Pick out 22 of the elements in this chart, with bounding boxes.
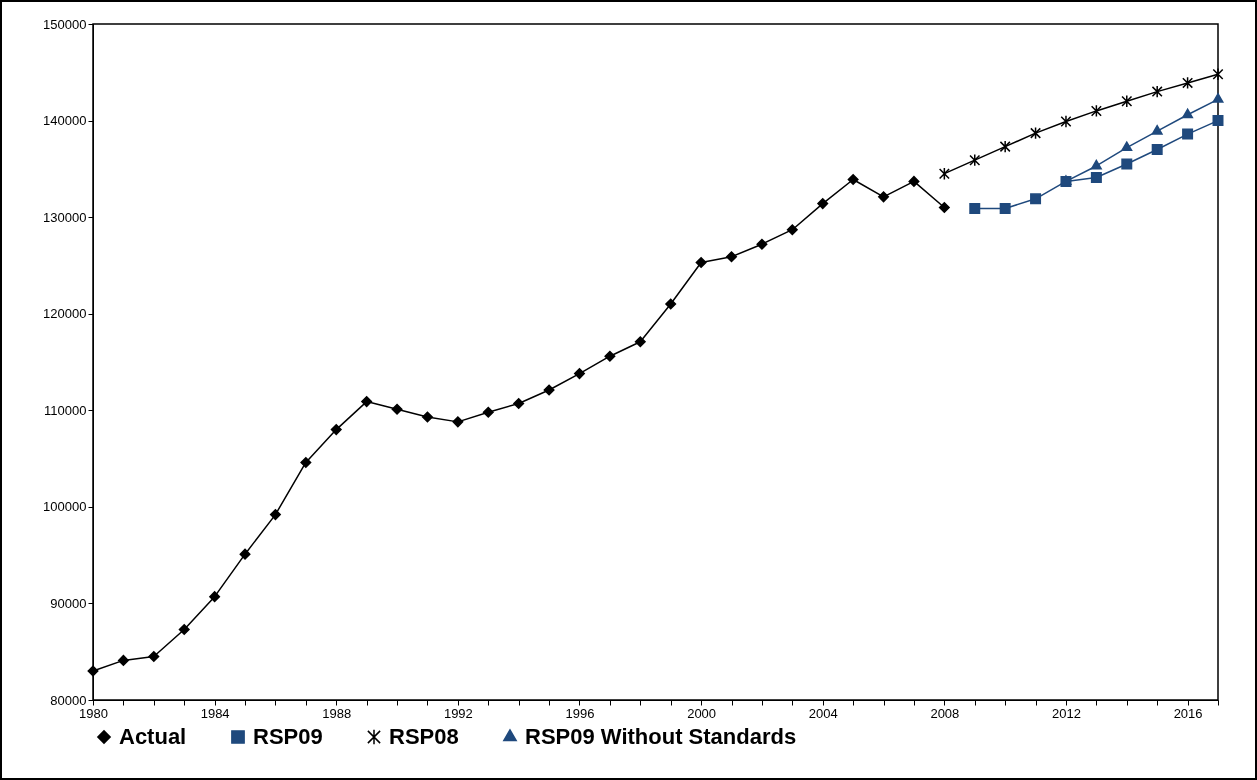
- y-tick-label: 110000: [44, 402, 87, 418]
- legend-label: RSP09: [253, 724, 323, 749]
- legend-label: RSP09 Without Standards: [525, 724, 797, 749]
- x-tick-label: 1992: [443, 705, 473, 721]
- x-tick-label: 2008: [930, 705, 960, 721]
- y-tick-label: 90000: [50, 595, 87, 611]
- y-tick-label: 150000: [43, 16, 87, 32]
- y-tick-label: 130000: [43, 209, 87, 225]
- legend-label: Actual: [119, 724, 187, 749]
- x-tick-label: 2000: [687, 705, 717, 721]
- x-tick-label: 2012: [1052, 705, 1081, 721]
- y-tick-label: 120000: [43, 306, 87, 322]
- x-tick-label: 1988: [322, 705, 352, 721]
- x-tick-label: 2016: [1173, 705, 1203, 721]
- legend-label: RSP08: [389, 724, 459, 749]
- y-tick-label: 80000: [50, 692, 87, 708]
- x-tick-label: 2004: [808, 705, 838, 721]
- x-tick-label: 1996: [565, 705, 595, 721]
- x-tick-label: 1980: [79, 705, 108, 721]
- x-tick-label: 1984: [200, 705, 230, 721]
- y-tick-label: 100000: [43, 499, 87, 515]
- y-tick-label: 140000: [43, 113, 87, 129]
